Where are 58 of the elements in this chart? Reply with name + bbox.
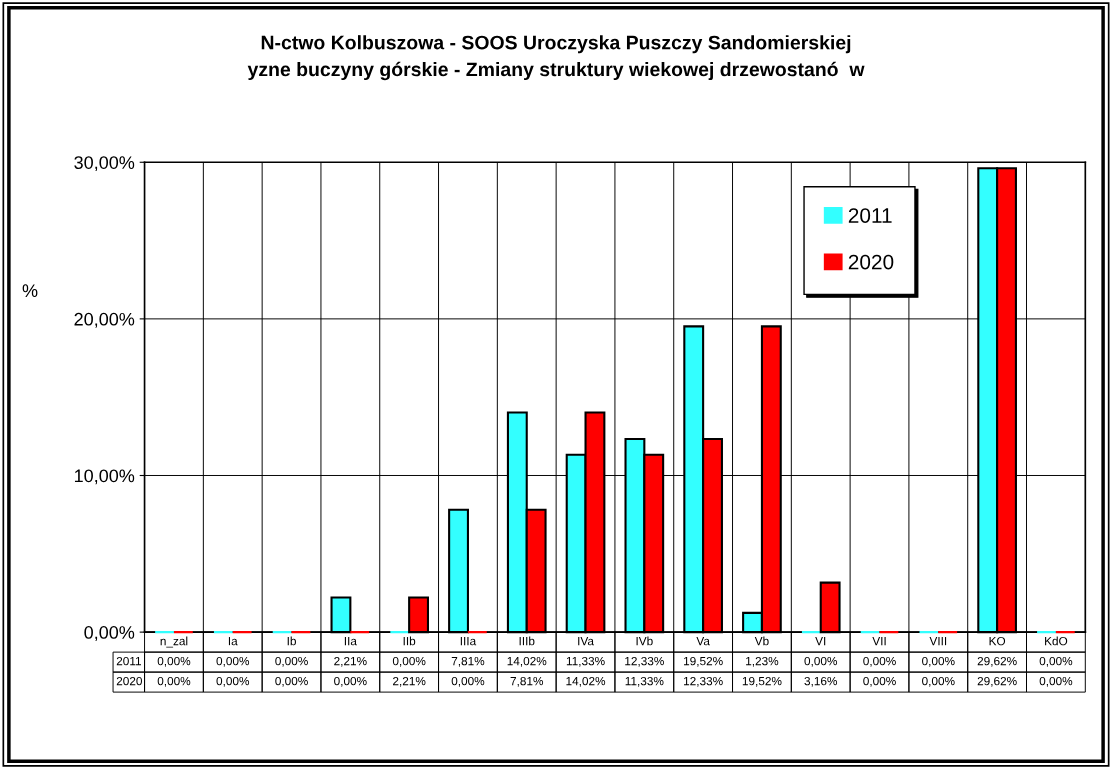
x-tick-label: IIa	[344, 637, 357, 646]
data-label: 19,52%	[742, 676, 782, 687]
data-label: 11,33%	[625, 676, 664, 687]
data-label: 0,00%	[804, 656, 838, 667]
x-tick-label: IIb	[403, 636, 416, 646]
x-tick-label: Vb	[754, 636, 769, 646]
x-tick-label: n_zal	[160, 636, 188, 648]
legend-label: 2011	[848, 208, 892, 223]
y-tick-label: 10,00%	[74, 469, 135, 485]
data-label: 7,81%	[510, 676, 544, 687]
data-label: 0,00%	[275, 656, 308, 667]
data-label: 7,81%	[451, 656, 485, 667]
x-tick-label: IVa	[578, 637, 594, 646]
x-tick-label: VIII	[929, 637, 947, 646]
data-label: 29,62%	[977, 676, 1017, 687]
x-tick-label: Va	[696, 637, 710, 646]
x-tick-label: KO	[989, 636, 1006, 646]
y-tick-label: 0,00%	[84, 626, 135, 641]
data-label: 0,00%	[863, 656, 896, 667]
data-label: 2,21%	[334, 656, 367, 667]
x-tick-label: VII	[872, 637, 886, 646]
x-tick-label: Ib	[287, 636, 296, 646]
data-label: 1,23%	[746, 656, 779, 667]
data-label: 11,33%	[566, 656, 605, 667]
x-tick-label: VI	[815, 637, 826, 646]
legend-label: 2020	[848, 254, 894, 270]
text: 2011	[116, 656, 142, 666]
data-label: 2,21%	[393, 676, 426, 687]
data-label: 0,00%	[275, 676, 308, 687]
x-tick-label: IVb	[636, 636, 653, 646]
data-label: 0,00%	[216, 656, 250, 667]
data-label: 0,00%	[216, 676, 250, 687]
x-tick-label: KdO	[1045, 636, 1068, 646]
data-label: 0,00%	[157, 676, 191, 687]
data-label: 12,33%	[684, 676, 723, 687]
data-label: 0,00%	[1039, 676, 1073, 687]
y-axis-title: %	[22, 284, 38, 297]
data-label: 0,00%	[451, 676, 485, 687]
data-label: 12,33%	[625, 656, 664, 667]
data-label: 3,16%	[804, 676, 838, 687]
y-tick-label: 30,00%	[74, 156, 135, 172]
data-label: 0,00%	[392, 656, 426, 667]
chart-title: N-ctwo Kolbuszowa - SOOS Uroczyska Puszczy Sandomierskiej yzne buczyny górskie - Zmiany struktury wiekowej drzewostanó w	[247, 35, 865, 81]
x-tick-label: IIIa	[460, 637, 477, 646]
data-label: 14,02%	[507, 656, 547, 667]
x-tick-label: IIIb	[519, 636, 535, 646]
data-label: 0,00%	[157, 656, 191, 667]
data-label: 0,00%	[922, 676, 955, 687]
data-label: 29,62%	[977, 656, 1017, 667]
data-label: 0,00%	[1039, 656, 1073, 667]
data-label: 14,02%	[566, 676, 606, 687]
text: 2020	[116, 676, 142, 686]
data-label: 0,00%	[922, 656, 955, 667]
y-tick-label: 20,00%	[74, 312, 135, 328]
data-label: 19,52%	[684, 656, 723, 667]
data-label: 0,00%	[863, 676, 896, 687]
x-tick-label: Ia	[228, 637, 238, 646]
data-label: 0,00%	[334, 676, 367, 687]
